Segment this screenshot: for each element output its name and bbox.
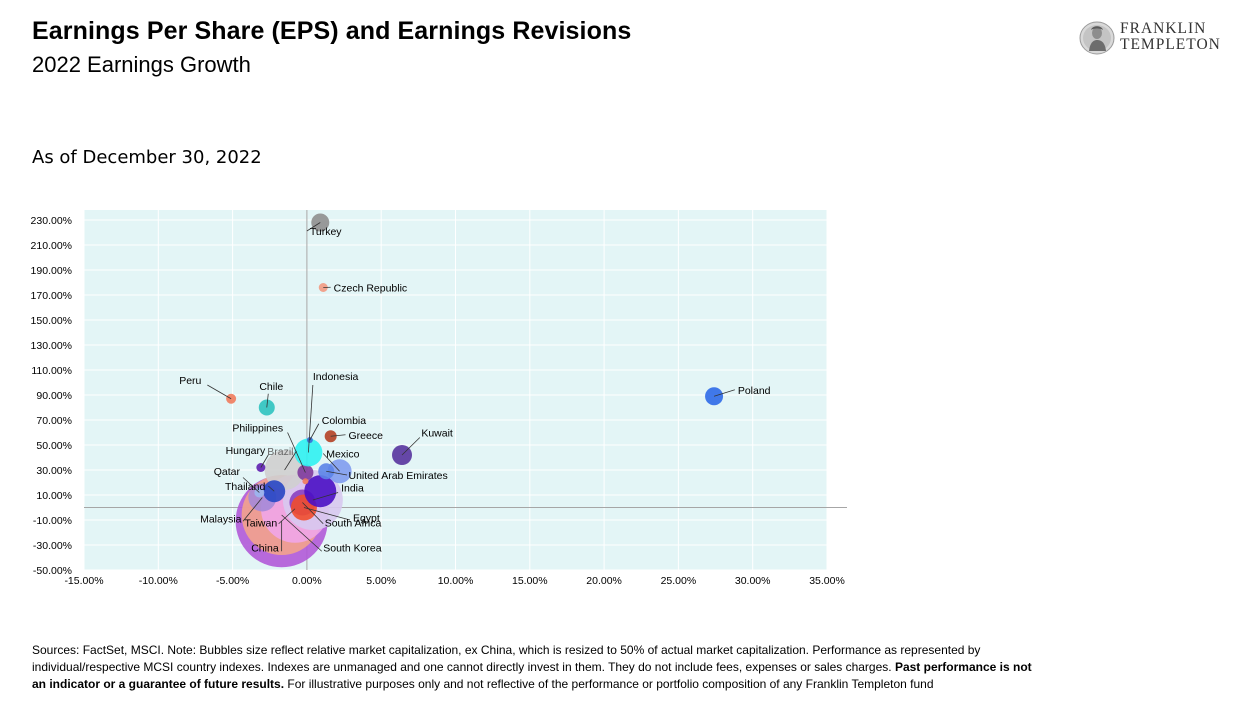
y-tick-label: 70.00% [36,415,72,427]
y-tick-label: 230.00% [31,215,72,227]
coin-portrait-icon [1079,21,1115,55]
x-tick-label: 10.00% [438,575,474,587]
footnote-text-2: For illustrative purposes only and not r… [284,677,934,691]
leader-line [266,393,269,408]
leader-line [326,470,348,476]
point-label: Czech Republic [334,282,408,294]
x-tick-label: 25.00% [661,575,697,587]
chart-subtitle: 2022 Earnings Growth [32,52,251,77]
y-tick-label: 10.00% [36,490,72,502]
point-label: Hungary [226,445,266,457]
leader-line [307,384,314,453]
point-label: Malaysia [200,514,242,526]
x-tick-label: 5.00% [366,575,396,587]
point-label: Turkey [310,226,342,238]
logo-line-1: FRANKLIN [1120,20,1207,37]
point-label: Taiwan [244,517,277,529]
leader-line [322,453,340,472]
point-label: Poland [738,385,771,397]
leader-line [260,454,269,468]
grid-layer [83,210,828,571]
chart-title: Earnings Per Share (EPS) and Earnings Re… [32,17,632,45]
y-tick-label: 50.00% [36,440,72,452]
leader-line [242,477,260,493]
x-tick-label: 35.00% [809,575,845,587]
leader-line [312,492,339,501]
point-label: Brazil [267,446,293,458]
point-label: Chile [259,381,283,393]
leader-line [268,485,275,492]
leader-line [713,389,735,397]
point-label: Indonesia [313,371,359,383]
as-of-date: As of December 30, 2022 [32,147,262,168]
x-tick-label: -10.00% [139,575,178,587]
x-tick-label: 0.00% [292,575,322,587]
point-label: Colombia [322,415,367,427]
leader-line [306,222,321,232]
leader-line [302,502,324,525]
point-label: South Africa [325,517,382,529]
y-tick-label: -30.00% [33,540,72,552]
y-tick-label: 110.00% [31,365,72,377]
y-tick-label: 30.00% [36,465,72,477]
point-label: Greece [349,430,384,442]
x-tick-label: 20.00% [586,575,622,587]
x-tick-label: 15.00% [512,575,548,587]
leader-line [281,514,323,552]
label-layer: Turkey Czech Republic Poland Peru Chile Indon… [179,222,771,554]
leader-line [207,384,232,400]
point-label: United Arab Emirates [349,470,448,482]
axis-layer: -50.00% -30.00% -10.00% 10.00% 30.00% 50.00% 7… [31,210,847,587]
point-label: South Korea [323,542,382,554]
leader-line [303,507,351,521]
point-label: Kuwait [421,427,453,439]
point-label: Thailand [225,481,265,493]
bubble-other [302,478,309,485]
point-label: Peru [179,375,201,387]
point-label: Qatar [214,466,241,478]
y-tick-label: 190.00% [31,265,72,277]
y-tick-label: 210.00% [31,240,72,252]
x-tick-label: -5.00% [216,575,249,587]
logo-line-2: TEMPLETON [1120,36,1221,53]
leader-line [330,434,346,437]
leader-line [242,497,263,522]
x-tick-label: -15.00% [64,575,103,587]
leader-line [287,432,306,473]
y-tick-label: -50.00% [33,565,72,577]
footnote-disclaimer: Past performance is not an indicator or … [32,660,1032,691]
y-tick-label: 130.00% [31,340,72,352]
point-label: Mexico [326,449,359,461]
leader-line [309,423,320,441]
x-tick-label: 30.00% [735,575,771,587]
y-tick-label: 90.00% [36,390,72,402]
y-tick-label: -10.00% [33,515,72,527]
point-label: Egypt [353,512,380,524]
point-label: Philippines [232,422,283,434]
franklin-templeton-logo: FRANKLIN TEMPLETON [1079,21,1229,57]
y-tick-label: 170.00% [31,290,72,302]
leader-line [284,450,297,471]
bubble-chart: -50.00% -30.00% -10.00% 10.00% 30.00% 50.00% 7… [31,210,847,587]
point-label: India [341,482,364,494]
y-tick-label: 150.00% [31,315,72,327]
leader-line [401,437,421,456]
footnote: Sources: FactSet, MSCI. Note: Bubbles si… [32,642,1032,693]
logo-wordmark: FRANKLIN TEMPLETON [1120,21,1221,53]
bubble-saudi-arabia [304,475,337,508]
point-label: China [251,542,279,554]
footnote-text-1: Sources: FactSet, MSCI. Note: Bubbles si… [32,643,981,674]
